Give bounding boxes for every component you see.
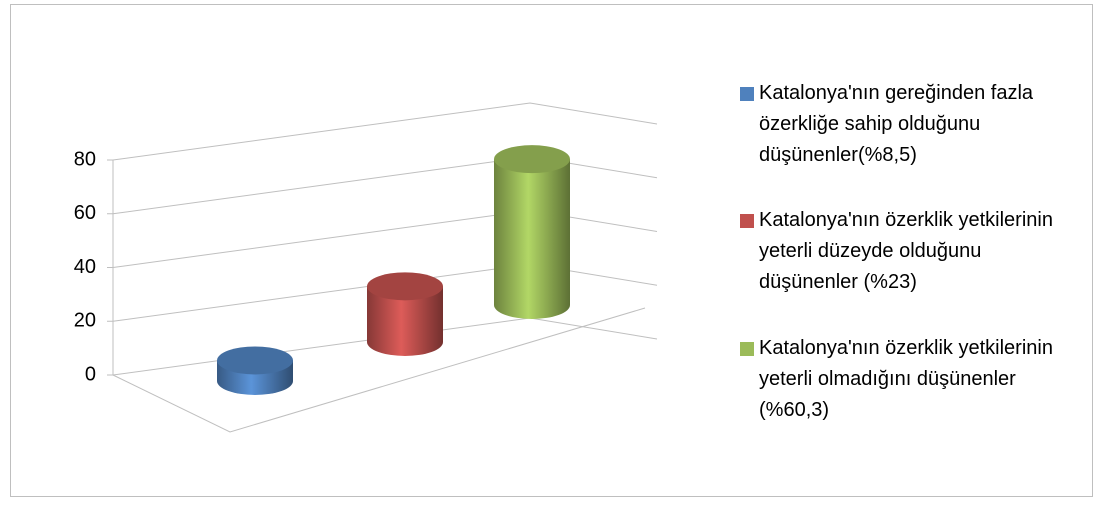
cylinder-top (494, 145, 570, 174)
legend-entry: Katalonya'nın gereğinden fazla özerkliğe… (740, 78, 1070, 171)
cylinder-body (494, 159, 570, 319)
legend-swatch (740, 214, 754, 228)
legend-label: Katalonya'nın özerklik yetkilerinin yete… (759, 337, 1053, 421)
cylinder (367, 272, 443, 356)
cylinder-top (217, 346, 293, 375)
cylinder (494, 145, 570, 319)
y-tick-label: 0 (85, 363, 96, 385)
legend-swatch (740, 342, 754, 356)
legend-label: Katalonya'nın gereğinden fazla özerkliğe… (759, 82, 1034, 166)
legend-entry: Katalonya'nın özerklik yetkilerinin yete… (740, 333, 1070, 426)
y-tick-label: 40 (74, 256, 96, 278)
floor-edge (112, 307, 646, 433)
y-tick-label: 60 (74, 202, 96, 224)
legend-swatch (740, 87, 754, 101)
y-tick-label: 20 (74, 310, 96, 332)
legend-label: Katalonya'nın özerklik yetkilerinin yete… (759, 209, 1053, 293)
legend-entry: Katalonya'nın özerklik yetkilerinin yete… (740, 205, 1070, 298)
cylinder-body (367, 286, 443, 356)
cylinder (217, 346, 293, 395)
cylinder-top (367, 272, 443, 301)
grid-line (112, 102, 658, 161)
y-tick-label: 80 (74, 148, 96, 170)
